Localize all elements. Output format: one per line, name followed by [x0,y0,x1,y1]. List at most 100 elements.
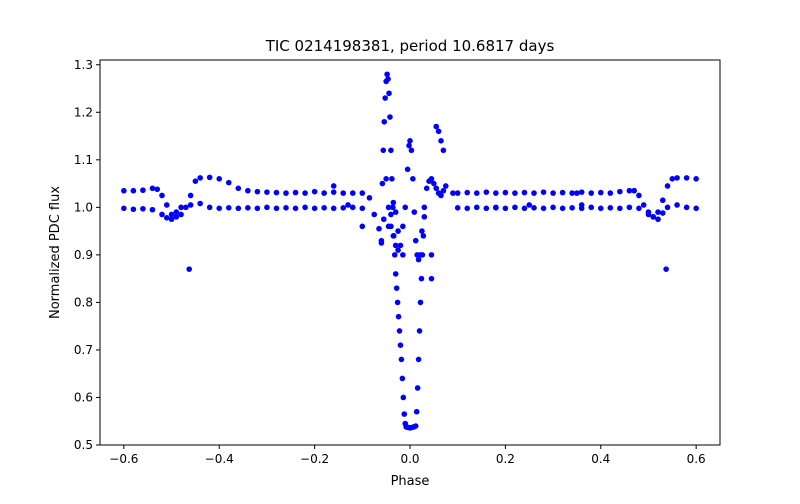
data-point [321,205,327,211]
data-point [693,205,699,212]
data-point [404,166,411,173]
data-point [397,342,404,348]
data-point [254,205,261,212]
data-point [382,95,389,101]
data-point [397,242,404,249]
data-point [225,205,232,211]
data-point [359,205,366,212]
data-point [626,204,633,211]
data-point [574,190,580,196]
data-point [655,209,661,215]
y-axis-label: Normalized PDC flux [48,186,63,319]
data-point [366,195,373,201]
data-point [140,205,146,212]
x-tick-label: 0.0 [400,452,419,466]
data-point [264,189,270,195]
data-point [417,252,423,258]
data-point [163,202,170,208]
data-point [140,187,146,194]
data-point [617,205,623,212]
data-point [178,204,184,211]
data-point [502,205,509,212]
data-point [428,252,435,258]
x-tick-label: −0.2 [300,452,329,466]
data-point [423,185,430,192]
data-point [473,204,480,211]
data-point [588,190,595,196]
data-point [235,185,242,192]
data-point [408,147,415,154]
data-point [386,90,392,97]
data-point [400,394,407,401]
data-point [597,189,604,196]
data-point [389,176,395,182]
data-point [149,185,156,192]
data-points [121,71,699,431]
data-point [442,183,449,189]
data-point [186,266,192,272]
x-tick-label: 0.2 [496,452,515,466]
data-point [636,192,642,199]
data-point [197,200,203,207]
data-point [521,189,528,196]
data-point [395,228,401,234]
data-point [398,356,405,363]
data-point [292,189,299,196]
data-point [464,205,471,212]
data-point [183,204,189,211]
data-point [311,188,318,195]
data-point [631,187,637,194]
data-point [413,408,420,415]
data-point [387,114,393,120]
data-point [502,189,509,196]
data-point [245,187,251,194]
data-point [225,179,232,186]
data-point [417,299,424,306]
data-point [390,204,396,211]
data-point [411,209,418,215]
data-point [292,205,299,212]
data-point [400,223,406,230]
data-point [254,188,261,195]
data-point [173,214,180,220]
data-point [493,190,499,196]
y-tick-label: 0.6 [74,390,93,404]
data-point [640,202,647,208]
data-point [349,190,356,196]
x-tick-label: 0.6 [687,452,706,466]
data-point [410,176,416,182]
data-point [440,187,447,194]
data-point [173,209,180,215]
data-point [428,176,435,182]
data-point [531,190,537,196]
y-tick-label: 0.8 [74,295,93,309]
data-point [340,190,347,196]
data-point [415,356,422,363]
data-point [371,211,378,218]
data-point [669,176,676,182]
data-point [159,192,165,199]
data-point [412,423,419,429]
data-point [302,204,308,211]
data-point [664,204,671,211]
data-point [559,189,566,196]
data-point [395,313,402,320]
data-point [121,205,127,212]
data-point [683,204,690,211]
y-tick-label: 1.3 [74,58,93,72]
data-point [321,190,327,196]
data-point [388,211,394,218]
data-point [569,190,575,196]
data-point [385,76,391,82]
data-point [330,183,337,189]
data-point [311,205,318,212]
data-point [674,202,680,208]
data-point [483,205,490,212]
data-point [406,142,412,149]
data-point [168,216,175,223]
data-point [392,271,399,277]
data-point [395,247,401,253]
data-point [483,189,490,195]
